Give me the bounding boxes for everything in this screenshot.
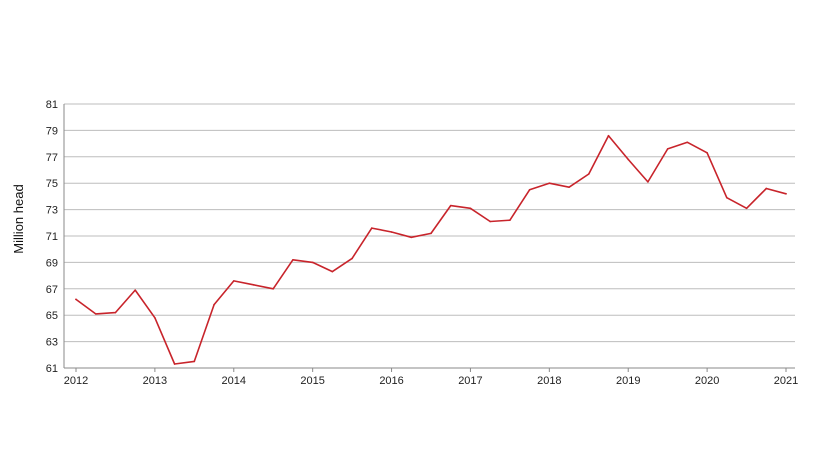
data-point — [94, 313, 97, 315]
data-point — [666, 148, 669, 150]
data-point — [489, 220, 491, 223]
y-tick-label: 73 — [46, 205, 58, 217]
data-point — [292, 258, 294, 261]
y-tick-label: 75 — [46, 178, 58, 190]
data-point — [410, 236, 413, 239]
x-tick-label: 2021 — [774, 375, 798, 387]
data-point — [75, 298, 77, 301]
x-tick-label: 2016 — [379, 375, 403, 387]
data-point — [134, 289, 136, 291]
x-tick-label: 2013 — [143, 375, 167, 387]
y-tick-label: 63 — [46, 337, 58, 349]
data-point — [311, 261, 314, 264]
series-layer — [75, 134, 787, 365]
data-point — [232, 280, 235, 282]
y-tick-labels: 61 63 65 67 69 71 73 75 77 79 81 — [46, 99, 58, 375]
data-point — [785, 192, 787, 195]
y-tick-label: 81 — [46, 99, 58, 111]
data-point — [351, 257, 353, 260]
data-point — [607, 134, 610, 137]
data-point — [587, 173, 590, 175]
x-tick-label: 2015 — [300, 375, 324, 387]
x-tick-labels: 2012 2013 2014 2015 2016 2017 2018 2019 2020 2021 — [64, 375, 798, 387]
y-tick-label: 77 — [46, 152, 58, 164]
data-point — [193, 360, 196, 363]
data-point — [647, 181, 649, 183]
x-tick-label: 2019 — [616, 375, 640, 387]
data-point — [509, 219, 511, 221]
data-point — [252, 284, 255, 286]
y-tick-label: 79 — [46, 125, 58, 137]
data-point — [390, 231, 393, 233]
series-line — [75, 134, 787, 365]
data-point — [548, 182, 551, 184]
data-point — [726, 196, 728, 199]
x-tick-label: 2014 — [222, 375, 246, 387]
data-point — [568, 186, 570, 188]
y-tick-label: 67 — [46, 284, 58, 296]
data-point — [213, 303, 215, 306]
data-point — [173, 363, 176, 365]
data-point — [449, 204, 452, 207]
data-point — [627, 158, 630, 161]
data-point — [765, 187, 768, 190]
data-point — [686, 141, 689, 144]
data-point — [528, 189, 531, 191]
y-tick-label: 61 — [46, 363, 58, 375]
data-point — [272, 288, 275, 290]
y-tick-label: 71 — [46, 231, 58, 243]
data-point — [371, 227, 373, 229]
data-point — [469, 207, 472, 210]
data-point — [706, 152, 708, 154]
x-tick-label: 2012 — [64, 375, 88, 387]
gridlines — [64, 103, 795, 343]
axes — [63, 104, 795, 372]
data-point — [745, 207, 748, 210]
y-tick-label: 69 — [46, 257, 58, 269]
y-tick-label: 65 — [46, 310, 58, 322]
x-tick-label: 2017 — [458, 375, 482, 387]
data-point — [154, 317, 156, 319]
x-tick-label: 2020 — [695, 375, 719, 387]
y-axis-label: Million head — [11, 184, 26, 253]
data-point — [430, 232, 432, 235]
data-point — [114, 311, 117, 314]
x-tick-label: 2018 — [537, 375, 561, 387]
data-point — [331, 270, 334, 273]
